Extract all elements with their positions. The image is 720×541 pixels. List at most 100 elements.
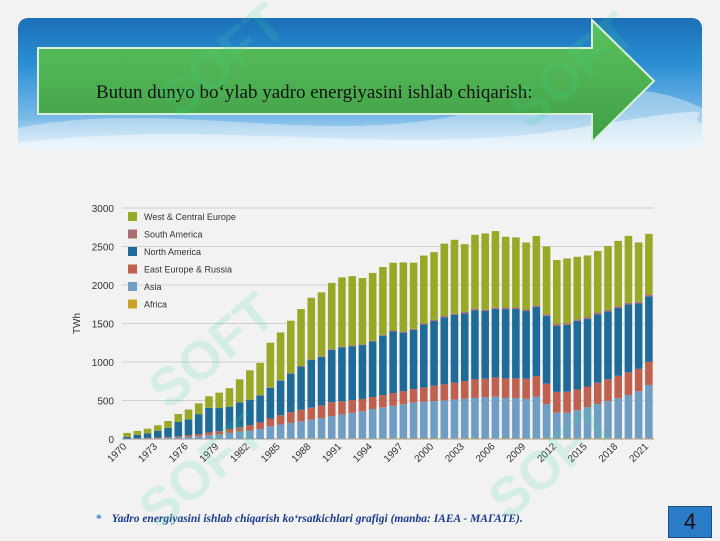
bar-east-europe-russia [563,392,571,413]
bar-east-europe-russia [533,376,541,396]
bar-west-central-europe [215,393,223,408]
bar-asia [287,423,295,438]
bar-west-central-europe [573,257,581,319]
bar-asia [502,398,510,438]
bar-west-central-europe [533,236,541,305]
bar-south-america [400,332,408,333]
bar-north-america [195,414,203,434]
bar-west-central-europe [440,244,448,316]
y-tick-label: 1500 [92,320,115,331]
bar-west-central-europe [369,273,377,341]
bar-west-central-europe [318,292,326,356]
bar-north-america [512,309,520,378]
bar-east-europe-russia [287,412,295,423]
bar-north-america [471,310,479,379]
bar-west-central-europe [277,332,285,380]
legend-swatch [128,212,137,221]
bar-east-europe-russia [543,384,551,404]
bar-east-europe-russia [154,438,162,439]
bar-north-america [635,303,643,368]
bar-north-america [348,346,356,400]
bar-east-europe-russia [338,401,346,414]
bar-south-america [297,366,305,367]
y-tick-label: 1000 [92,358,115,369]
bar-asia [594,404,602,438]
bar-asia [430,401,438,438]
bar-south-america [328,349,336,350]
bar-west-central-europe [236,379,244,402]
x-tick-label: 1988 [290,441,314,465]
bar-east-europe-russia [512,378,520,398]
bar-south-america [348,345,356,346]
legend-swatch [128,265,137,274]
bar-asia [492,397,500,439]
bar-east-europe-russia [205,432,213,435]
bar-west-central-europe [635,242,643,301]
bar-south-america [318,356,326,357]
x-tick-label: 1976 [167,441,191,465]
bar-west-central-europe [451,240,459,314]
x-tick-label: 1979 [198,441,222,465]
bar-west-central-europe [379,267,387,335]
bar-west-central-europe [502,237,510,308]
bar-asia [246,431,254,439]
bar-south-america [563,323,571,325]
bar-east-europe-russia [440,384,448,400]
bar-north-america [287,374,295,413]
bar-south-america [420,323,428,324]
bar-south-america [461,312,469,313]
x-tick-label: 2018 [597,441,621,465]
bar-asia [410,403,418,438]
bar-west-central-europe [492,231,500,307]
bar-east-europe-russia [410,389,418,402]
bar-north-america [573,321,581,390]
bar-west-central-europe [348,276,356,345]
bar-west-central-europe [400,262,408,331]
bar-west-central-europe [195,403,203,414]
bar-asia [236,432,244,439]
bar-north-america [369,342,377,397]
bar-east-europe-russia [522,379,530,399]
bar-north-america [563,325,571,392]
bar-asia [389,406,397,438]
x-tick-label: 2006 [474,441,498,465]
x-tick-label: 2021 [627,441,651,465]
bar-asia [461,399,469,438]
bar-west-central-europe [338,277,346,346]
bar-east-europe-russia [277,415,285,424]
bar-north-america [614,308,622,376]
legend-swatch [128,282,137,291]
bar-east-europe-russia [594,383,602,404]
bar-east-europe-russia [573,389,581,410]
bar-south-america [584,317,592,319]
bar-north-america [205,408,213,433]
legend-label: West & Central Europe [144,212,236,222]
bar-east-europe-russia [430,386,438,401]
bar-north-america [410,330,418,389]
bar-asia [205,435,213,439]
bar-east-europe-russia [481,379,489,397]
legend-swatch [128,300,137,309]
footnote: *Yadro energiyasini ishlab chiqarish ko‘… [96,513,523,525]
y-axis-label: TWh [72,313,83,334]
bar-south-america [635,302,643,304]
bar-north-america [594,314,602,383]
bar-asia [307,420,315,438]
bar-north-america [123,437,131,439]
bar-west-central-europe [205,396,213,408]
bar-south-america [359,344,367,345]
bar-west-central-europe [430,252,438,320]
bar-asia [563,413,571,438]
slide-title: Butun dunyo bo‘ylab yadro energiyasini i… [96,82,616,104]
bar-north-america [256,395,264,422]
y-tick-label: 3000 [92,204,115,215]
legend-swatch [128,230,137,239]
bar-south-america [543,314,551,316]
bar-west-central-europe [174,414,182,422]
legend-label: Africa [144,300,167,310]
bar-west-central-europe [625,236,633,303]
bar-west-central-europe [553,260,561,324]
bar-north-america [318,357,326,406]
bar-west-central-europe [123,433,131,437]
bar-east-europe-russia [226,429,234,433]
